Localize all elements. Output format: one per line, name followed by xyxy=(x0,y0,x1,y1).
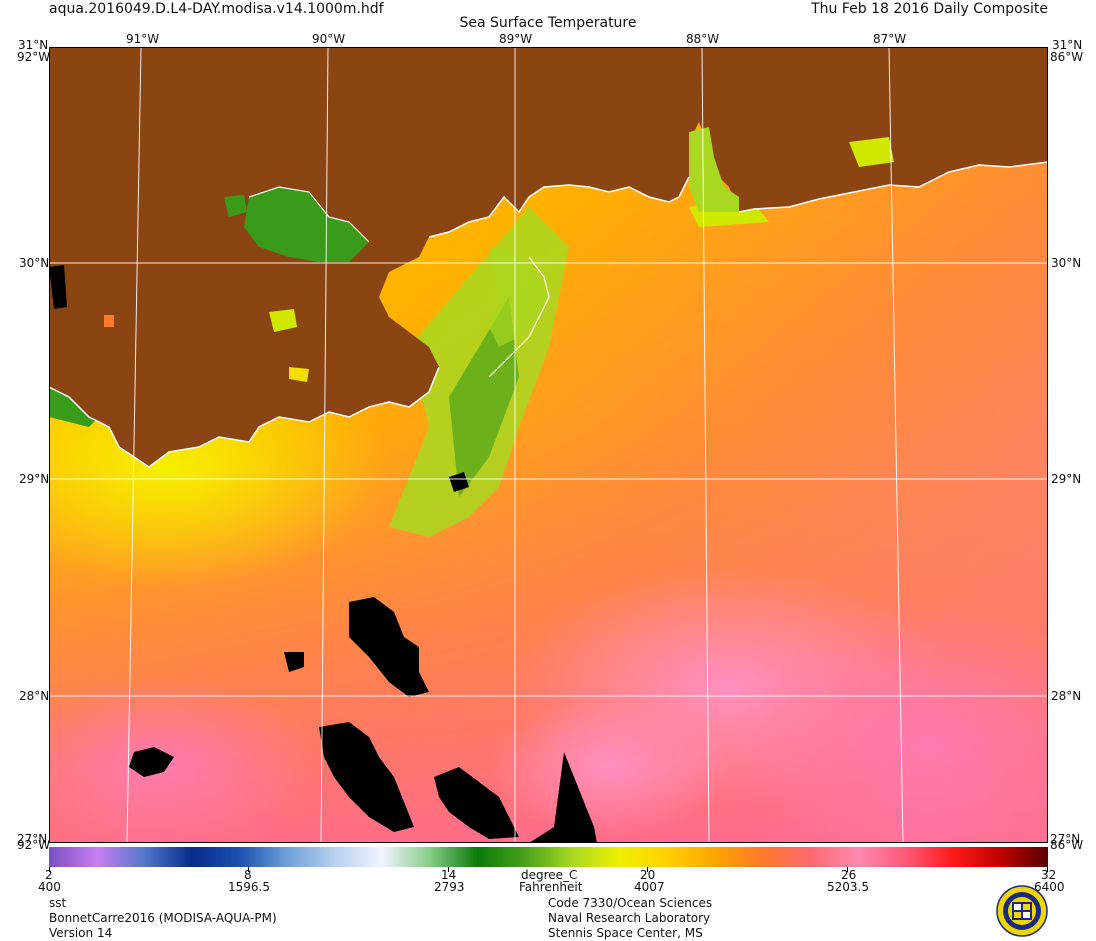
map-title: Sea Surface Temperature xyxy=(459,15,637,31)
colorbar-celsius-label: 32 xyxy=(1041,868,1057,882)
nodata-patch xyxy=(349,597,429,697)
org-line-1: Code 7330/Ocean Sciences xyxy=(548,896,713,910)
colorbar-celsius-label: 20 xyxy=(640,868,656,882)
nodata-patch xyxy=(434,767,519,839)
land xyxy=(49,47,1048,467)
mobile-bay xyxy=(689,127,739,212)
lon-label-top: 87°W xyxy=(873,32,907,46)
colorbar-fahrenheit-label: 2793 xyxy=(434,880,465,894)
colorbar-unit-bottom: Fahrenheit xyxy=(519,880,583,894)
nodata-patch xyxy=(284,652,304,672)
colorbar-fahrenheit-label: 5203.5 xyxy=(827,880,869,894)
sst-map xyxy=(49,47,1048,843)
lat-label-left: 28°N xyxy=(19,689,50,703)
lake-pontchartrain xyxy=(244,187,369,262)
colorbar-fahrenheit-label: 4007 xyxy=(634,880,665,894)
org-line-3: Stennis Space Center, MS xyxy=(548,926,703,940)
lat-label-right: 28°N xyxy=(1051,689,1082,703)
colorbar-celsius-label: 14 xyxy=(441,868,457,882)
lon-label-top: 89°W xyxy=(499,32,533,46)
corner-lon-top-right: 86°W xyxy=(1050,50,1084,64)
lon-label-top: 88°W xyxy=(686,32,720,46)
colorbar-celsius-label: 2 xyxy=(45,868,53,882)
corner-lat-top-right: 31°N xyxy=(1052,38,1083,52)
colorbar-tick xyxy=(49,867,50,872)
lat-label-right: 29°N xyxy=(1051,472,1082,486)
corner-lat-bottom-right: 27°N xyxy=(1050,832,1081,846)
corner-lon-top-left: 92°W xyxy=(17,50,51,64)
org-line-2: Naval Research Laboratory xyxy=(548,911,711,925)
product-label: BonnetCarre2016 (MODISA-AQUA-PM) xyxy=(49,911,277,925)
variable-label: sst xyxy=(49,896,67,910)
filename-label: aqua.2016049.D.L4-DAY.modisa.v14.1000m.h… xyxy=(49,1,384,17)
lon-label-top: 90°W xyxy=(312,32,346,46)
colorbar-tick xyxy=(847,867,848,872)
colorbar-celsius-label: 26 xyxy=(841,868,857,882)
corner-lat-bottom-left: 27°N xyxy=(17,832,48,846)
colorbar-tick xyxy=(448,867,449,872)
colorbar-tick xyxy=(248,867,249,872)
date-label: Thu Feb 18 2016 Daily Composite xyxy=(811,1,1048,17)
nrl-seal-icon xyxy=(996,885,1048,937)
version-label: Version 14 xyxy=(49,926,113,940)
corner-lon-bottom-left: 92°W xyxy=(17,838,51,852)
colorbar-fahrenheit-label: 400 xyxy=(38,880,61,894)
colorbar-celsius-label: 8 xyxy=(244,868,252,882)
nodata-patch xyxy=(129,747,174,777)
colorbar-tick xyxy=(1047,867,1048,872)
colorbar-tick xyxy=(647,867,648,872)
lon-label-top: 91°W xyxy=(126,32,160,46)
colorbar-fahrenheit-label: 1596.5 xyxy=(228,880,270,894)
lat-label-left: 30°N xyxy=(19,256,50,270)
lat-label-right: 30°N xyxy=(1051,256,1082,270)
colorbar-fahrenheit-label: 6400 xyxy=(1034,880,1065,894)
corner-lon-bottom-right: 86°W xyxy=(1050,838,1084,852)
nodata-patch xyxy=(319,722,414,832)
colorbar-unit-top: degree_C xyxy=(521,868,578,882)
corner-lat-top-left: 31°N xyxy=(18,38,49,52)
lat-label-left: 29°N xyxy=(19,472,50,486)
nodata-patch xyxy=(529,752,597,843)
sst-colorbar xyxy=(49,847,1048,867)
